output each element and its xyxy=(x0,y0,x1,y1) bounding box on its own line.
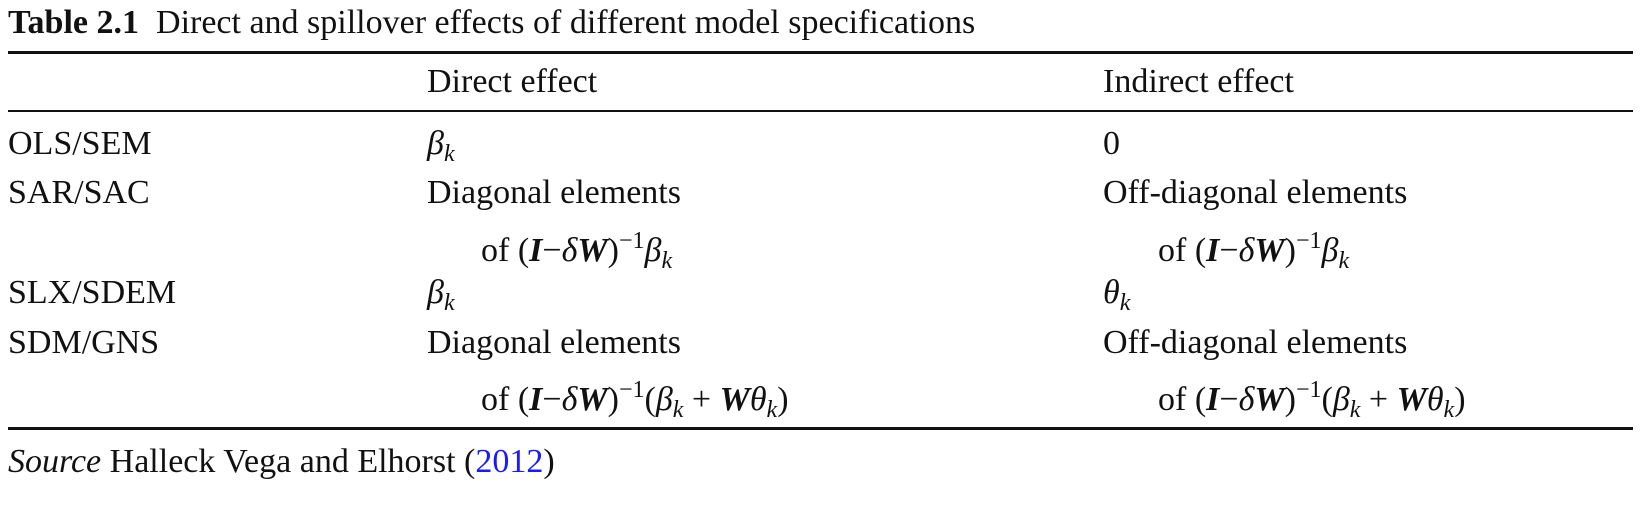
top-rule xyxy=(8,51,1633,54)
row-label: OLS/SEM xyxy=(8,125,152,162)
text: + xyxy=(1360,381,1397,418)
header-cell: Direct effect xyxy=(427,63,598,100)
formula: of (I−δW)−1βk xyxy=(1158,221,1349,281)
superscript: −1 xyxy=(618,377,645,403)
cell: 0 xyxy=(1103,125,1120,162)
symbol: δ xyxy=(561,381,578,418)
symbol: β xyxy=(655,381,673,418)
symbol: W xyxy=(1254,232,1285,269)
text: ) xyxy=(1284,232,1296,269)
symbol: θ xyxy=(1103,274,1120,311)
caption-label: Table 2.1 xyxy=(8,4,140,41)
text: + xyxy=(683,381,720,418)
symbol: δ xyxy=(1238,381,1255,418)
cell: Off-diagonal elements xyxy=(1103,324,1408,361)
formula: of (I−δW)−1βk xyxy=(481,221,672,281)
header-cell: Indirect effect xyxy=(1103,63,1294,100)
citation-link[interactable]: 2012 xyxy=(475,443,544,480)
source: Source Halleck Vega and Elhorst (2012) xyxy=(8,442,555,482)
subscript: k xyxy=(1349,397,1361,423)
subscript: k xyxy=(1443,397,1455,423)
symbol: β xyxy=(1321,232,1339,269)
text: ) xyxy=(607,381,619,418)
row-label: SLX/SDEM xyxy=(8,274,177,311)
subscript: k xyxy=(661,248,673,274)
symbol: β xyxy=(427,125,444,162)
symbol: θ xyxy=(1426,381,1444,418)
text: of ( xyxy=(481,381,530,418)
cell: Diagonal elements xyxy=(427,324,681,361)
row-label: SAR/SAC xyxy=(8,174,150,211)
text: − xyxy=(1219,232,1239,269)
superscript: −1 xyxy=(1295,377,1322,403)
text: of ( xyxy=(481,232,530,269)
symbol: W xyxy=(1396,381,1427,418)
text: ( xyxy=(1321,381,1333,418)
symbol: β xyxy=(1332,381,1350,418)
subscript: k xyxy=(443,141,455,167)
formula: βk xyxy=(427,124,455,174)
subscript: k xyxy=(443,290,455,316)
text: − xyxy=(1219,381,1239,418)
formula: of (I−δW)−1(βk + Wθk) xyxy=(481,370,789,430)
symbol: I xyxy=(1206,232,1220,269)
text: ( xyxy=(644,381,656,418)
symbol: W xyxy=(577,381,608,418)
text: − xyxy=(542,381,562,418)
caption: Table 2.1 Direct and spillover effects o… xyxy=(8,3,975,43)
symbol: θ xyxy=(749,381,767,418)
subscript: k xyxy=(766,397,778,423)
formula: βk xyxy=(427,273,455,323)
symbol: δ xyxy=(561,232,578,269)
symbol: δ xyxy=(1238,232,1255,269)
text: of ( xyxy=(1158,381,1207,418)
symbol: I xyxy=(1206,381,1220,418)
symbol: W xyxy=(577,232,608,269)
symbol: I xyxy=(529,232,543,269)
text: ) xyxy=(1284,381,1296,418)
symbol: I xyxy=(529,381,543,418)
source-text: ) xyxy=(543,443,555,480)
header-rule xyxy=(8,110,1633,112)
symbol: W xyxy=(1254,381,1285,418)
source-label: Source xyxy=(8,443,102,480)
text: ) xyxy=(1454,381,1466,418)
text: − xyxy=(542,232,562,269)
bottom-rule xyxy=(8,427,1633,430)
superscript: −1 xyxy=(618,228,645,254)
caption-text: Direct and spillover effects of differen… xyxy=(156,4,976,41)
cell: Off-diagonal elements xyxy=(1103,174,1408,211)
source-text: Halleck Vega and Elhorst ( xyxy=(109,443,476,480)
subscript: k xyxy=(1338,248,1350,274)
symbol: β xyxy=(427,274,444,311)
cell: Diagonal elements xyxy=(427,174,681,211)
text: of ( xyxy=(1158,232,1207,269)
row-label: SDM/GNS xyxy=(8,324,160,361)
subscript: k xyxy=(672,397,684,423)
symbol: β xyxy=(644,232,662,269)
formula: θk xyxy=(1103,273,1130,323)
formula: of (I−δW)−1(βk + Wθk) xyxy=(1158,370,1466,430)
text: ) xyxy=(777,381,789,418)
subscript: k xyxy=(1119,290,1131,316)
symbol: W xyxy=(719,381,750,418)
superscript: −1 xyxy=(1295,228,1322,254)
text: ) xyxy=(607,232,619,269)
